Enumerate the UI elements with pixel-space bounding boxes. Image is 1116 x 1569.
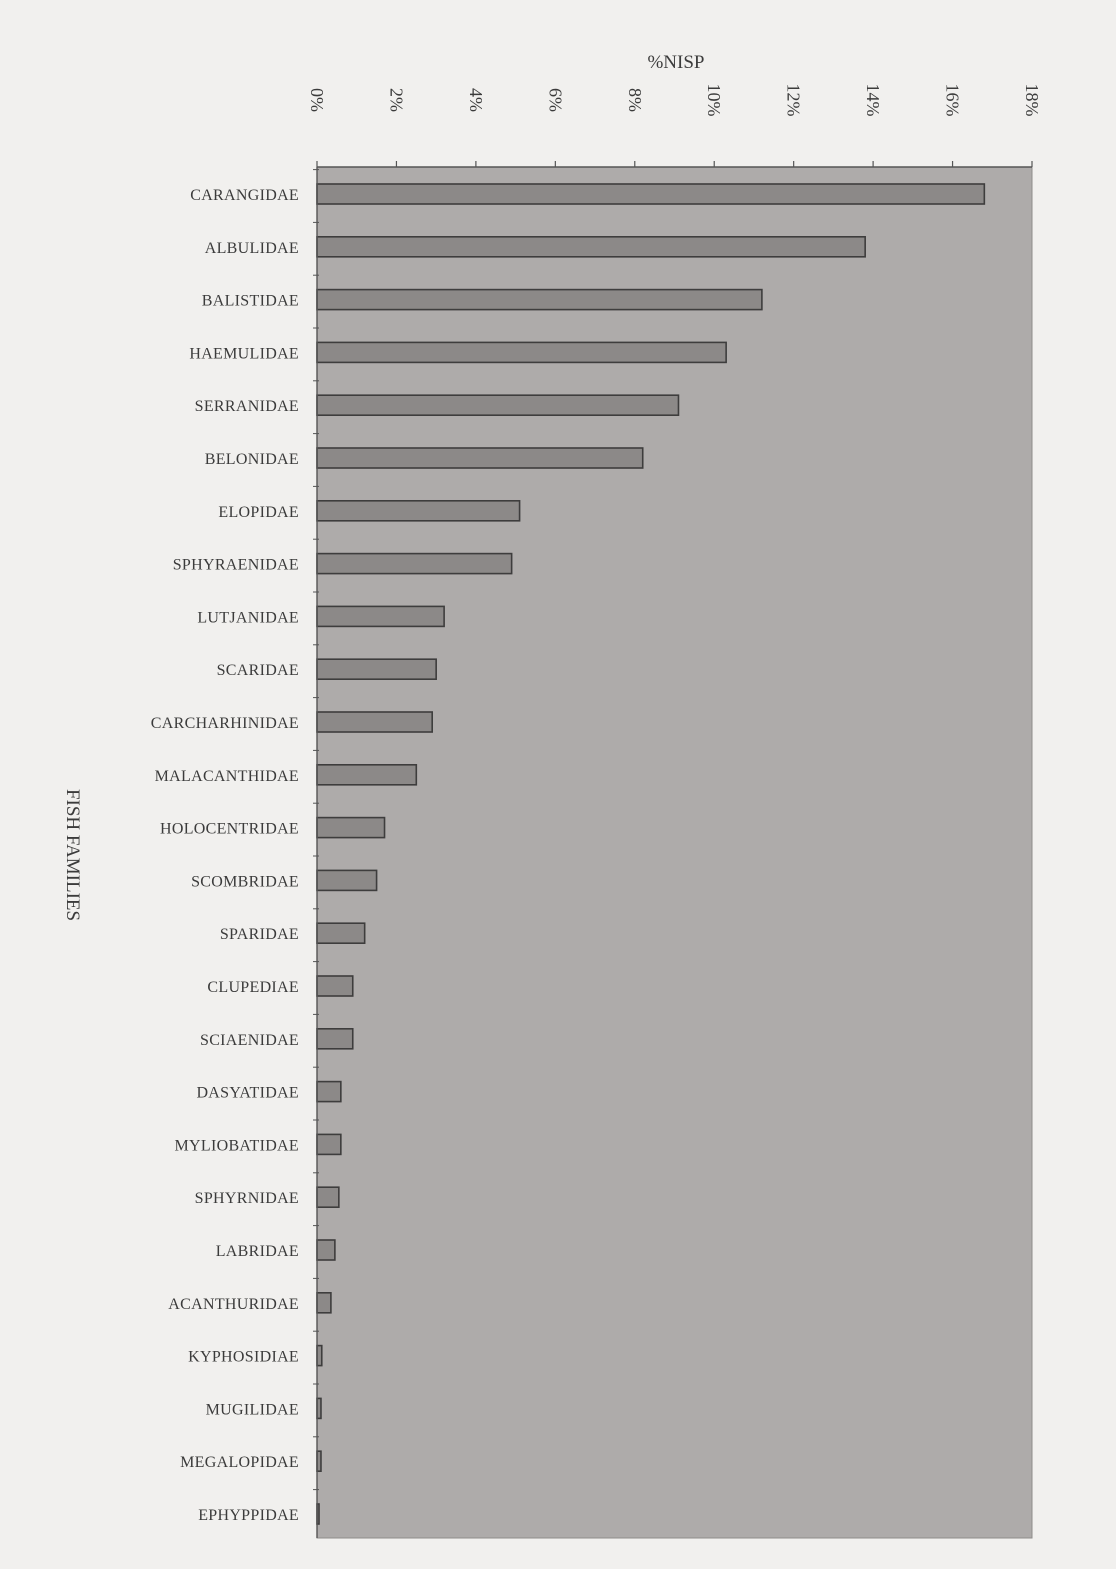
bar-lutjanidae [316,605,445,628]
bar-carcharhinidae [316,711,433,733]
bar-scaridae [316,658,437,681]
category-label-scaridae: SCARIDAE [217,662,299,679]
category-label-sphyrnidae: SPHYRNIDAE [195,1190,299,1207]
bar-sphyraenidae [316,552,513,575]
category-label-scombridae: SCOMBRIDAE [191,873,299,890]
category-label-albulidae: ALBULIDAE [205,240,299,257]
bar-scombridae [316,869,378,892]
plot-background [316,166,1033,1539]
category-label-malacanthidae: MALACANTHIDAE [155,768,299,785]
x-tick-label: 8% [625,88,645,112]
category-label-sparidae: SPARIDAE [220,926,299,943]
bar-sphyrnidae [316,1186,340,1208]
category-label-mugilidae: MUGILIDAE [206,1401,299,1418]
bar-sparidae [316,922,366,945]
x-tick-label: 16% [943,84,963,117]
category-label-carcharhinidae: CARCHARHINIDAE [151,715,299,732]
category-label-belonidae: BELONIDAE [205,451,299,468]
bar-dasyatidae [316,1080,342,1103]
category-label-lutjanidae: LUTJANIDAE [197,609,299,626]
x-tick-label: 18% [1022,84,1042,117]
bar-clupediae [316,975,354,997]
x-tick-label: 10% [704,84,724,117]
category-label-ephyppidae: EPHYPPIDAE [198,1507,299,1524]
category-label-elopidae: ELOPIDAE [218,504,299,521]
x-tick-label: 0% [307,88,327,112]
axes-group: CARANGIDAE ALBULIDAE BALISTIDAE HAEMULIDAE S… [151,84,1042,1538]
category-label-kyphosidiae: KYPHOSIDIAE [188,1349,299,1366]
bar-malacanthidae [316,763,418,786]
x-tick-label: 2% [386,88,406,112]
bar-serranidae [316,394,680,417]
x-tick-label: 12% [784,84,804,117]
category-label-megalopidae: MEGALOPIDAE [180,1454,299,1471]
category-label-sphyraenidae: SPHYRAENIDAE [173,557,299,574]
bar-balistidae [316,288,763,311]
bar-myliobatidae [316,1133,342,1156]
category-label-balistidae: BALISTIDAE [202,293,299,310]
bar-labridae [316,1239,336,1261]
bar-belonidae [316,447,644,469]
plot-area-group [316,166,1033,1539]
bar-haemulidae [316,341,727,364]
category-label-clupediae: CLUPEDIAE [207,979,299,996]
category-label-haemulidae: HAEMULIDAE [189,345,299,362]
category-label-sciaenidae: SCIAENIDAE [200,1032,299,1049]
bar-holocentridae [316,816,386,839]
x-tick-label: 14% [863,84,883,117]
x-tick-label: 6% [545,88,565,112]
category-label-dasyatidae: DASYATIDAE [196,1085,299,1102]
bar-carangidae [316,183,986,205]
bar-elopidae [316,499,521,522]
category-label-labridae: LABRIDAE [216,1243,299,1260]
y-axis-title: FISH FAMILIES [62,789,83,921]
category-label-myliobatidae: MYLIOBATIDAE [175,1137,299,1154]
bar-acanthuridae [316,1292,332,1314]
bar-albulidae [316,236,866,258]
x-axis-title: %NISP [647,52,704,73]
category-label-acanthuridae: ACANTHURIDAE [168,1296,299,1313]
category-label-carangidae: CARANGIDAE [190,187,299,204]
bar-sciaenidae [316,1028,354,1050]
category-label-holocentridae: HOLOCENTRIDAE [160,821,299,838]
bar-kyphosidiae [316,1344,323,1367]
x-tick-label: 4% [466,88,486,112]
category-label-serranidae: SERRANIDAE [195,398,299,415]
